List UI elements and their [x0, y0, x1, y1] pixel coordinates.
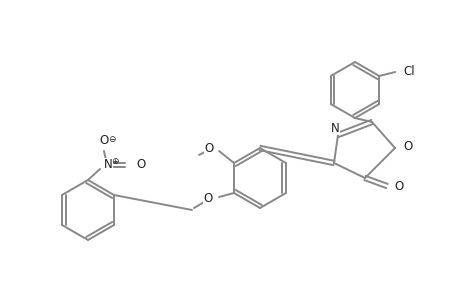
Text: N: N	[103, 158, 112, 172]
Text: O: O	[136, 158, 145, 172]
Text: O: O	[203, 193, 213, 206]
Text: O: O	[99, 134, 108, 148]
Text: O: O	[204, 142, 213, 154]
Text: ⊖: ⊖	[108, 134, 116, 143]
Text: N: N	[330, 122, 339, 134]
Text: O: O	[393, 181, 403, 194]
Text: ⊕: ⊕	[111, 157, 118, 166]
Text: Cl: Cl	[403, 64, 414, 77]
Text: O: O	[402, 140, 411, 154]
